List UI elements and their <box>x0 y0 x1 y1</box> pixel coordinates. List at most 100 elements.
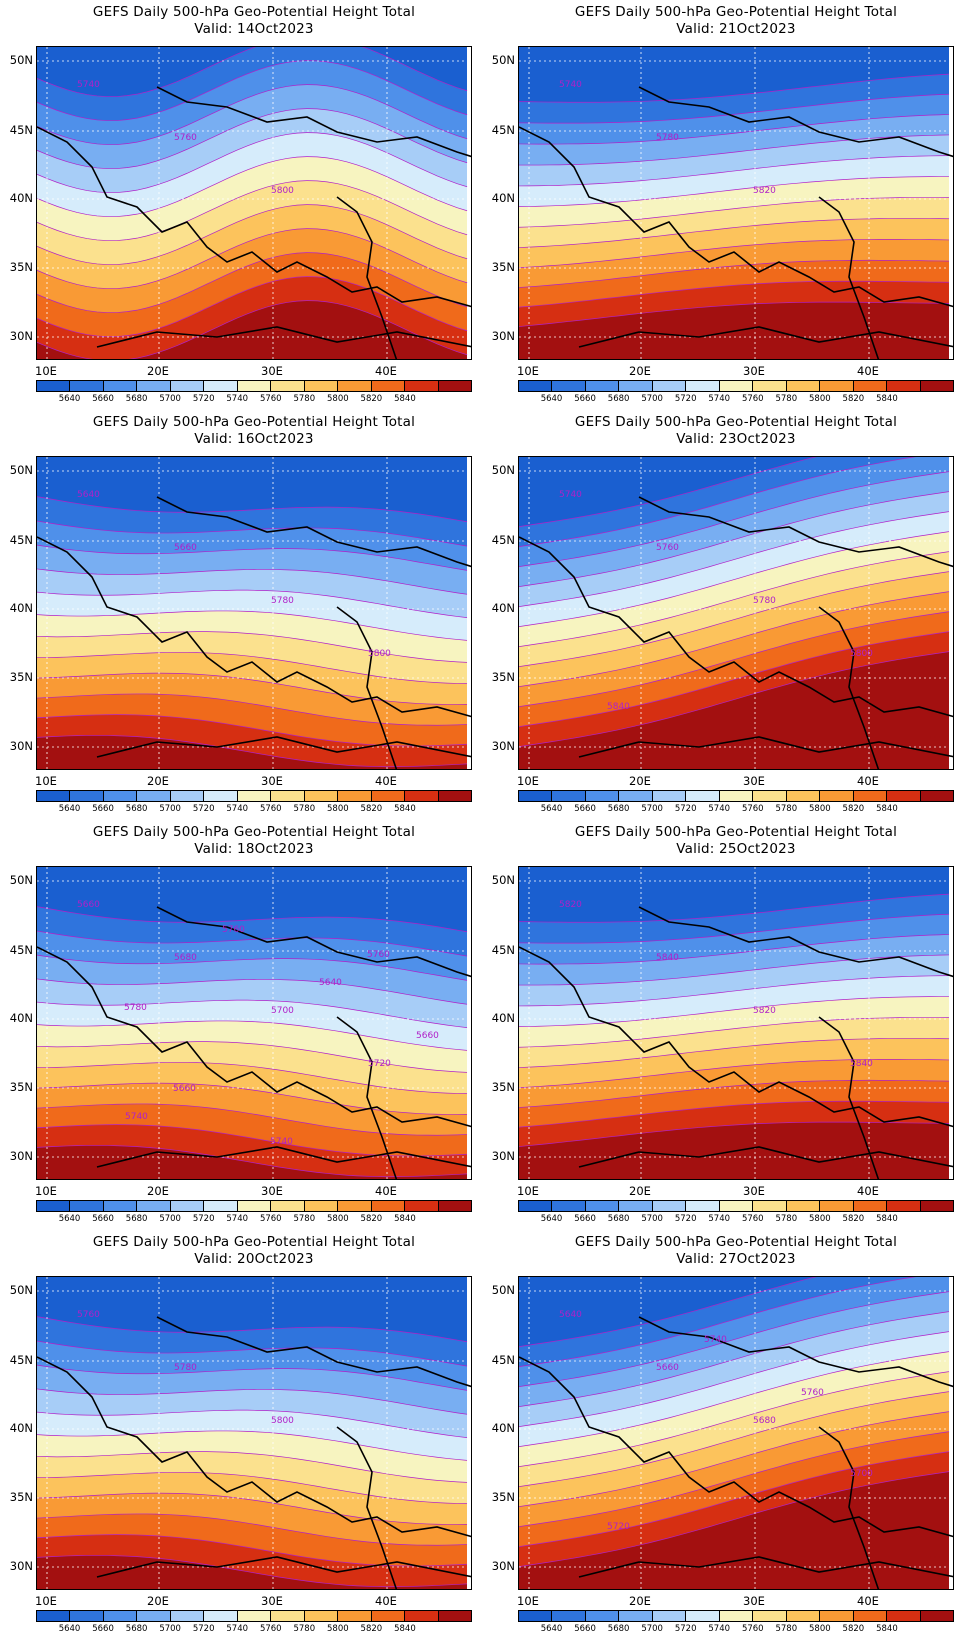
colorbar-swatch <box>405 1201 439 1211</box>
longitude-label: 30E <box>743 774 765 788</box>
colorbar-label: 5720 <box>674 1624 697 1634</box>
height-band <box>519 492 949 607</box>
height-band <box>37 133 467 217</box>
colorbar-swatch <box>170 381 205 391</box>
height-band <box>519 1038 949 1088</box>
latitude-label: 45N <box>491 943 515 957</box>
height-band <box>519 457 916 547</box>
height-band <box>519 1277 817 1347</box>
height-band <box>37 867 467 933</box>
colorbar-swatch <box>786 1611 821 1621</box>
longitude-label: 10E <box>517 774 539 788</box>
colorbar-swatch <box>405 1611 439 1621</box>
contour-line <box>37 978 468 1006</box>
colorbar-swatch <box>887 381 921 391</box>
colorbar-label: 5640 <box>540 1214 563 1224</box>
colorbar-swatch <box>304 791 339 801</box>
colorbar-label: 5640 <box>540 804 563 814</box>
contour-label: 5780 <box>753 596 776 606</box>
colorbar-swatch <box>70 791 104 801</box>
height-band <box>519 1312 949 1427</box>
colorbar-label: 5700 <box>159 1624 181 1634</box>
colorbar-label: 5760 <box>741 1214 764 1224</box>
height-band <box>37 1062 467 1115</box>
height-band <box>37 301 467 359</box>
height-band <box>519 592 949 707</box>
colorbar-label: 5740 <box>708 394 731 404</box>
colorbar-label: 5660 <box>92 1624 114 1634</box>
contour-label: 5780 <box>271 596 294 606</box>
height-band <box>519 552 949 667</box>
colorbar-swatch <box>719 1611 754 1621</box>
height-band <box>519 1352 949 1467</box>
height-band <box>519 1059 949 1108</box>
latitude-label: 50N <box>9 53 33 67</box>
panel-valid-date: Valid: 25Oct2023 <box>676 841 796 857</box>
contour-line <box>519 1038 950 1069</box>
height-band <box>519 1080 949 1128</box>
colorbar-label: 5640 <box>58 1214 81 1224</box>
colorbar-label: 5700 <box>641 394 663 404</box>
contour-label: 5760 <box>801 1388 824 1398</box>
colorbar-swatch <box>438 1611 472 1621</box>
colorbar-label: 5680 <box>607 804 630 814</box>
colorbar-swatch <box>371 1201 406 1211</box>
colorbar-swatch <box>438 381 472 391</box>
map-panel: GEFS Daily 500-hPa Geo-Potential Height … <box>482 820 964 1230</box>
colorbar-label: 5640 <box>540 1624 563 1634</box>
contour-label: 5740 <box>125 1112 148 1122</box>
colorbar-swatch <box>552 381 586 391</box>
height-band <box>519 1332 949 1447</box>
height-band <box>37 1341 467 1391</box>
height-band <box>37 181 467 265</box>
height-band <box>37 569 467 618</box>
longitude-label: 10E <box>517 364 539 378</box>
height-band <box>519 1432 949 1547</box>
colorbar-swatch <box>585 381 620 391</box>
longitude-label: 30E <box>261 774 283 788</box>
colorbar-swatch <box>652 1201 687 1211</box>
latitude-label: 45N <box>9 943 33 957</box>
panel-title: GEFS Daily 500-hPa Geo-Potential Height … <box>518 1234 954 1268</box>
contour-label: 5720 <box>368 1059 391 1069</box>
height-band <box>37 1365 467 1415</box>
contour-label: 5660 <box>174 543 197 553</box>
colorbar-label: 5840 <box>876 1214 898 1224</box>
colorbar-swatch <box>438 791 472 801</box>
colorbar-label: 5780 <box>293 1624 316 1634</box>
contour-label: 5740 <box>704 1335 727 1345</box>
panel-valid-date: Valid: 20Oct2023 <box>194 1251 314 1267</box>
height-band <box>519 1452 949 1567</box>
contour-label: 5840 <box>850 1059 873 1069</box>
colorbar-swatch <box>271 1201 305 1211</box>
contour-line <box>519 114 950 146</box>
height-band <box>37 955 467 1005</box>
colorbar-label: 5800 <box>809 804 831 814</box>
longitude-label: 40E <box>857 364 879 378</box>
latitude-label: 35N <box>491 670 515 684</box>
colorbar-swatch <box>405 791 439 801</box>
latitude-label: 45N <box>9 123 33 137</box>
colorbar-swatch <box>137 1611 171 1621</box>
height-band <box>519 532 949 647</box>
panel-title: GEFS Daily 500-hPa Geo-Potential Height … <box>36 4 472 38</box>
longitude-label: 30E <box>261 364 283 378</box>
contour-label: 5760 <box>367 950 390 960</box>
colorbar-swatch <box>204 1611 238 1621</box>
height-band <box>37 85 467 169</box>
contour-line <box>37 1513 468 1547</box>
contour-label: 5760 <box>656 543 679 553</box>
latitude-label: 50N <box>491 463 515 477</box>
colorbar-swatch <box>103 791 138 801</box>
latitude-label: 40N <box>9 1011 33 1025</box>
contour-line <box>37 1451 468 1484</box>
height-band <box>519 1412 949 1527</box>
map-svg: 5740 5780 5820 <box>519 47 953 359</box>
contour-label: 5660 <box>173 1084 196 1094</box>
longitude-label: 10E <box>517 1184 539 1198</box>
panel-title: GEFS Daily 500-hPa Geo-Potential Height … <box>36 1234 472 1268</box>
colorbar-swatch <box>204 1201 238 1211</box>
height-band <box>37 47 467 97</box>
longitude-label: 40E <box>375 1594 397 1608</box>
height-band <box>37 545 467 595</box>
